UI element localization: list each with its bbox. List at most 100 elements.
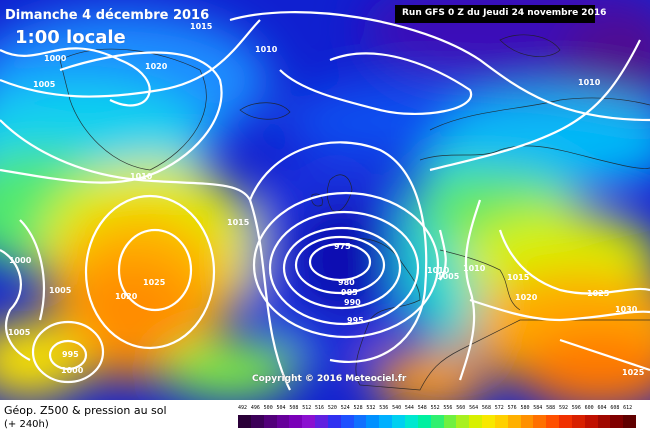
scale-value-label: 496 <box>250 405 260 411</box>
isobar-label: 975 <box>334 242 351 251</box>
scale-swatch <box>404 415 418 428</box>
scale-swatch <box>443 415 457 428</box>
isobar-label: 1005 <box>8 328 31 337</box>
scale-swatch <box>610 415 624 428</box>
scale-value-label: 588 <box>546 405 556 411</box>
isobar-label: 1010 <box>578 78 601 87</box>
scale-value-label: 568 <box>481 405 491 411</box>
scale-swatch <box>238 415 251 428</box>
isobar-label: 1010 <box>255 45 278 54</box>
scale-swatch <box>494 415 508 428</box>
scale-swatch <box>276 415 290 428</box>
scale-value-label: 612 <box>623 405 633 411</box>
scale-swatch <box>289 415 303 428</box>
isobar-label: 1020 <box>145 62 168 71</box>
scale-value-label: 544 <box>404 405 414 411</box>
scale-value-label: 592 <box>558 405 568 411</box>
scale-value-label: 576 <box>507 405 517 411</box>
isobar-label: 995 <box>347 316 364 325</box>
scale-swatch <box>456 415 470 428</box>
isobar-label: 980 <box>338 278 355 287</box>
forecast-local-time: 1:00 locale <box>15 27 126 48</box>
isobar-label: 1010 <box>130 172 153 181</box>
scale-swatch <box>559 415 572 428</box>
isobar-label: 1015 <box>227 218 250 227</box>
scale-swatch <box>353 415 367 428</box>
scale-swatch <box>482 415 495 428</box>
coastlines <box>59 34 650 391</box>
scale-swatch <box>597 415 611 428</box>
scale-value-label: 548 <box>417 405 427 411</box>
isobar-label: 1000 <box>61 366 84 375</box>
isobars <box>0 11 650 391</box>
scale-swatch <box>430 415 444 428</box>
isobar-label: 1000 <box>44 54 67 63</box>
scale-value-label: 512 <box>302 405 312 411</box>
isobar-label: 1010 <box>427 266 450 275</box>
scale-value-label: 560 <box>456 405 466 411</box>
scale-value-label: 528 <box>353 405 363 411</box>
scale-value-label: 536 <box>379 405 389 411</box>
scale-value-label: 508 <box>289 405 299 411</box>
scale-value-label: 500 <box>263 405 273 411</box>
scale-value-label: 608 <box>610 405 620 411</box>
geopotential-field <box>0 0 650 400</box>
isobar-label: 985 <box>341 288 358 297</box>
scale-swatch <box>340 415 354 428</box>
scale-value-label: 520 <box>327 405 337 411</box>
scale-swatch <box>379 415 393 428</box>
scale-value-label: 604 <box>597 405 607 411</box>
scale-value-label: 532 <box>366 405 376 411</box>
scale-value-label: 492 <box>238 405 248 411</box>
isobar-label: 1025 <box>587 289 610 298</box>
scale-swatch <box>250 415 264 428</box>
scale-swatch <box>533 415 547 428</box>
isobar-label: 1015 <box>190 22 213 31</box>
scale-value-label: 556 <box>443 405 453 411</box>
scale-value-label: 572 <box>494 405 504 411</box>
scale-swatch <box>520 415 534 428</box>
scale-value-label: 516 <box>315 405 325 411</box>
scale-swatch <box>546 415 560 428</box>
isobar-label: 1005 <box>437 272 460 281</box>
scale-swatch <box>507 415 521 428</box>
isobar-label: 1000 <box>9 256 32 265</box>
scale-swatch <box>392 415 405 428</box>
scale-value-label: 600 <box>584 405 594 411</box>
forecast-lead-time: (+ 240h) <box>4 419 49 430</box>
scale-value-label: 564 <box>469 405 479 411</box>
isobar-label: 990 <box>344 298 361 307</box>
scale-value-label: 584 <box>533 405 543 411</box>
isobar-label: 1025 <box>622 368 645 377</box>
scale-swatch <box>327 415 341 428</box>
isobar-label: 1005 <box>33 80 56 89</box>
copyright-notice: Copyright © 2016 Meteociel.fr <box>252 374 407 384</box>
run-info-bar <box>395 5 595 23</box>
isobar-label: 1010 <box>463 264 486 273</box>
map-title: Géop. Z500 & pression au sol <box>4 404 167 417</box>
isobar-label: 1005 <box>49 286 72 295</box>
scale-swatch <box>584 415 598 428</box>
scale-value-label: 580 <box>520 405 530 411</box>
scale-swatch <box>315 415 328 428</box>
scale-swatch <box>263 415 277 428</box>
weather-map <box>0 0 650 400</box>
isobar-label: 1020 <box>115 292 138 301</box>
map-canvas <box>0 0 650 400</box>
scale-swatch <box>571 415 585 428</box>
scale-swatch <box>302 415 316 428</box>
scale-swatch <box>623 415 637 428</box>
scale-value-label: 596 <box>571 405 581 411</box>
isobar-label: 1025 <box>143 278 166 287</box>
scale-swatch <box>366 415 380 428</box>
scale-value-label: 504 <box>276 405 286 411</box>
scale-swatch <box>417 415 431 428</box>
isobar-label: 1020 <box>515 293 538 302</box>
scale-value-label: 540 <box>392 405 402 411</box>
color-scale-labels: 492 496 500 504 508 512 516 520 524 528 532 536 540 5… <box>238 405 636 414</box>
isobar-label: 1030 <box>615 305 638 314</box>
color-scale-bar <box>238 415 637 428</box>
scale-value-label: 552 <box>430 405 440 411</box>
isobar-label: 1015 <box>507 273 530 282</box>
isobar-label: 995 <box>62 350 79 359</box>
